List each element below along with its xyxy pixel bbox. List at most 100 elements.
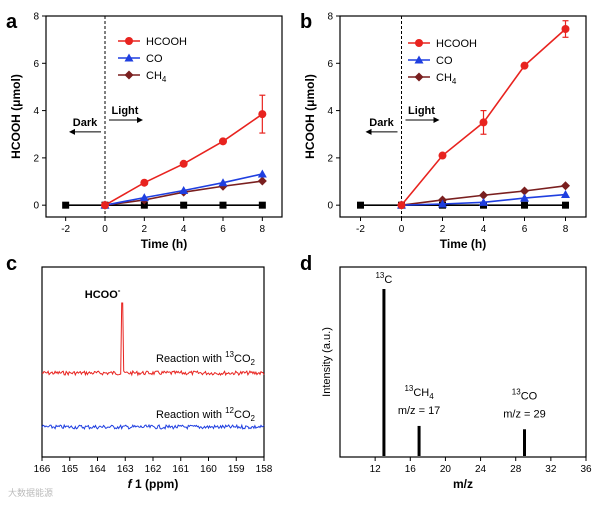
point-ch4 xyxy=(479,190,488,200)
label-12co2-main: CO xyxy=(234,409,251,421)
point-co xyxy=(218,178,228,187)
y-tick-label: 2 xyxy=(327,153,333,164)
x-tick-label: 158 xyxy=(256,464,273,475)
x-axis-label: m/z xyxy=(453,477,473,491)
point-control xyxy=(357,201,364,209)
y-axis-label: Intensity (a.u.) xyxy=(321,327,333,397)
panel-b: -2 0 2 4 6 8 0 2 4 6 8 Time (h) HCOOH (μmol) Dark Ligh… xyxy=(303,12,587,251)
peak-bar-17 xyxy=(417,425,421,456)
legend-marker xyxy=(124,53,134,62)
x-tick-label: 162 xyxy=(145,464,162,475)
light-label: Light xyxy=(112,105,139,117)
panel-label-b: b xyxy=(300,11,312,33)
x-tick-label: 2 xyxy=(142,224,148,235)
y-tick-label: 8 xyxy=(33,12,39,23)
panel-label-d: d xyxy=(300,253,312,275)
peak-label-main: C xyxy=(384,274,392,286)
plot-frame xyxy=(45,15,283,218)
legend-label: HCOOH xyxy=(146,36,187,48)
light-arrow-head xyxy=(433,117,440,124)
x-tick-label: 32 xyxy=(545,464,557,475)
point-hcooh xyxy=(101,201,109,210)
peak-species-label: 13C xyxy=(375,271,392,286)
peak-species-label: 13CH4 xyxy=(404,384,434,401)
trace-12co2 xyxy=(41,423,265,431)
point-control xyxy=(180,201,188,209)
legend-marker xyxy=(125,37,133,45)
point-hcooh xyxy=(258,110,267,119)
panel-a: -2 0 2 4 6 8 0 2 4 6 8 Time (h) HCOOH (μmol) Dark Ligh… xyxy=(9,12,283,251)
y-tick-label: 4 xyxy=(33,106,39,117)
peak-species-label: 13CO xyxy=(512,387,538,402)
x-tick-label: 8 xyxy=(260,224,266,235)
y-tick-label: 6 xyxy=(327,59,333,70)
point-control xyxy=(140,201,148,209)
point-control xyxy=(258,201,266,209)
point-hcooh xyxy=(561,25,570,34)
x-axis-label-italic: f xyxy=(128,477,133,491)
peak-mz-label: m/z = 29 xyxy=(503,408,546,420)
label-13co2: Reaction with 13CO2 xyxy=(156,350,256,367)
peak-bar-13 xyxy=(382,289,386,456)
point-co xyxy=(520,193,529,202)
y-tick-label: 0 xyxy=(327,201,333,212)
legend-label: CO xyxy=(146,53,163,65)
label-13co2-main: CO xyxy=(234,353,251,365)
panel-label-a: a xyxy=(6,11,18,33)
peak-label-sup: 13 xyxy=(404,384,413,393)
x-tick-label: 4 xyxy=(481,224,487,235)
x-axis-label: Time (h) xyxy=(141,237,187,251)
legend-label: CH4 xyxy=(436,72,457,86)
x-tick-label: 4 xyxy=(181,224,187,235)
y-axis-label: HCOOH (μmol) xyxy=(9,74,23,159)
light-label: Light xyxy=(408,105,435,117)
peak-label-main: CO xyxy=(521,390,538,402)
x-tick-label: 36 xyxy=(580,464,592,475)
x-tick-label: 6 xyxy=(220,224,226,235)
x-tick-label: -2 xyxy=(356,224,365,235)
x-tick-label: 160 xyxy=(200,464,217,475)
plot-frame xyxy=(339,266,587,458)
peak-label: HCOO- xyxy=(85,286,121,301)
x-tick-label: 24 xyxy=(475,464,487,475)
legend-marker xyxy=(414,72,424,82)
point-ch4 xyxy=(520,186,529,196)
point-co xyxy=(561,190,570,199)
x-tick-label: 163 xyxy=(117,464,134,475)
x-tick-label: 20 xyxy=(440,464,452,475)
point-hcooh xyxy=(140,178,149,187)
legend-marker xyxy=(414,55,424,64)
legend-label: CH4 xyxy=(146,70,167,84)
y-tick-label: 0 xyxy=(33,201,39,212)
legend-label: CO xyxy=(436,55,453,67)
y-tick-label: 2 xyxy=(33,153,39,164)
x-tick-label: 166 xyxy=(34,464,51,475)
label-12co2-sub: 2 xyxy=(251,414,256,423)
point-co xyxy=(139,193,149,202)
y-tick-label: 4 xyxy=(327,106,333,117)
x-axis-label: Time (h) xyxy=(440,237,486,251)
label-12co2: Reaction with 12CO2 xyxy=(156,406,256,423)
panel-label-c: c xyxy=(6,253,17,275)
x-axis-label: f 1 (ppm) xyxy=(128,477,179,491)
x-axis-label-rest: 1 (ppm) xyxy=(132,477,179,491)
x-tick-label: 159 xyxy=(228,464,245,475)
peak-label-sup: - xyxy=(118,286,121,295)
x-tick-label: 164 xyxy=(89,464,106,475)
x-tick-label: 2 xyxy=(440,224,446,235)
point-co xyxy=(479,197,488,206)
peak-label-sup: 13 xyxy=(375,271,384,280)
y-tick-label: 6 xyxy=(33,59,39,70)
x-tick-label: -2 xyxy=(61,224,70,235)
x-tick-label: 0 xyxy=(399,224,405,235)
dark-label: Dark xyxy=(369,117,394,129)
point-ch4 xyxy=(561,181,570,191)
legend-marker xyxy=(415,39,423,47)
peak-label-sup: 13 xyxy=(512,387,521,396)
point-hcooh xyxy=(179,159,188,168)
x-tick-label: 16 xyxy=(405,464,417,475)
peak-label-sub: 4 xyxy=(429,392,434,401)
trace-13co2 xyxy=(41,302,265,377)
